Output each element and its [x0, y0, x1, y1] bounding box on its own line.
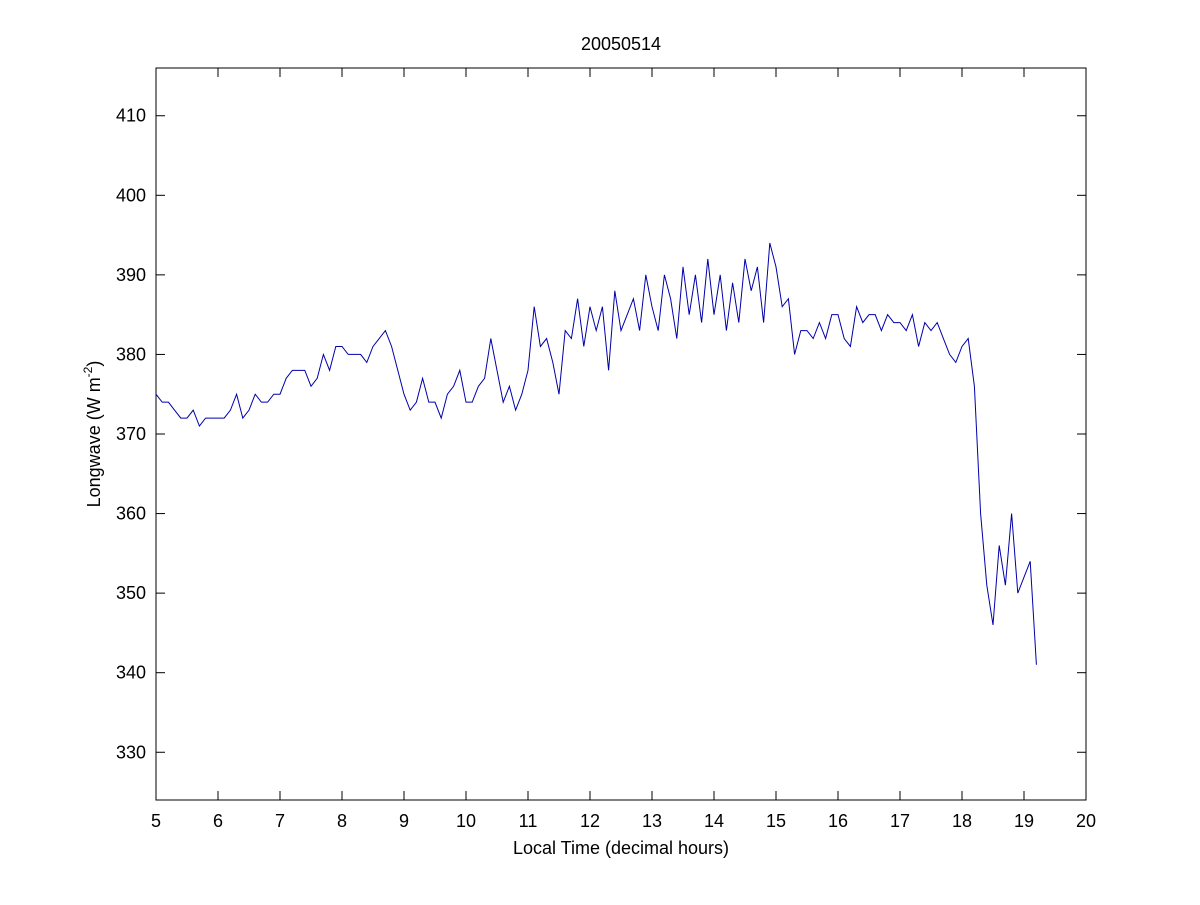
y-tick-label: 400 [116, 185, 146, 205]
x-tick-label: 13 [642, 811, 662, 831]
x-tick-label: 14 [704, 811, 724, 831]
y-tick-label: 410 [116, 106, 146, 126]
x-tick-label: 16 [828, 811, 848, 831]
plot-frame [155, 67, 1087, 801]
chart-title: 20050514 [581, 34, 661, 54]
y-tick-label: 350 [116, 583, 146, 603]
y-label-suffix: ) [84, 361, 104, 367]
data-line [155, 242, 1037, 665]
x-tick-label: 15 [766, 811, 786, 831]
y-tick-label: 390 [116, 265, 146, 285]
x-tick-label: 5 [151, 811, 161, 831]
x-tick-label: 19 [1014, 811, 1034, 831]
y-label-main: Longwave (W m [84, 377, 104, 507]
y-label-sup: -2 [81, 366, 95, 377]
y-tick-label: 330 [116, 742, 146, 762]
y-tick-label: 370 [116, 424, 146, 444]
x-tick-label: 18 [952, 811, 972, 831]
x-tick-label: 10 [456, 811, 476, 831]
x-tick-label: 9 [399, 811, 409, 831]
x-tick-label: 20 [1076, 811, 1096, 831]
x-tick-label: 7 [275, 811, 285, 831]
x-tick-label: 6 [213, 811, 223, 831]
y-tick-label: 340 [116, 663, 146, 683]
x-tick-label: 17 [890, 811, 910, 831]
y-tick-label: 380 [116, 344, 146, 364]
x-tick-label: 8 [337, 811, 347, 831]
y-tick-label: 360 [116, 504, 146, 524]
x-axis-label: Local Time (decimal hours) [513, 838, 729, 858]
x-tick-label: 11 [519, 811, 538, 831]
y-axis-label: Longwave (W m-2) [81, 361, 104, 508]
x-tick-label: 12 [580, 811, 600, 831]
